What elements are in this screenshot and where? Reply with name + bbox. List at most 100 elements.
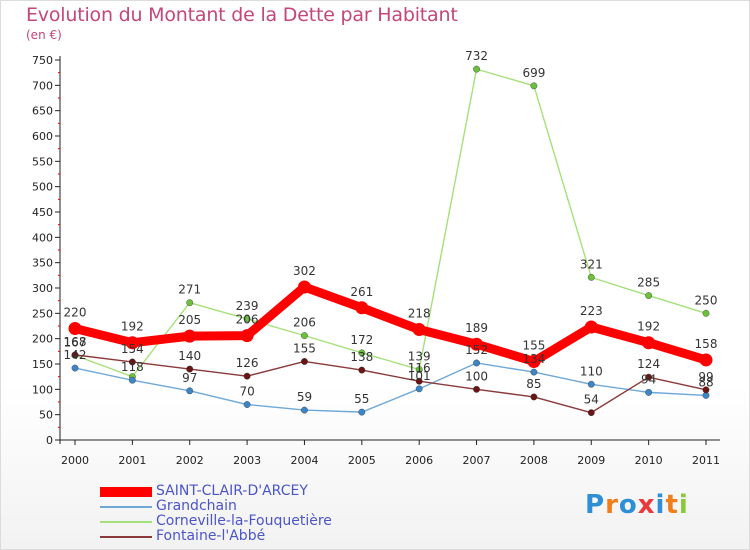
data-label: 140 [178, 349, 201, 363]
data-point [243, 372, 251, 380]
x-tick-label: 2007 [463, 454, 491, 467]
data-point [473, 65, 480, 73]
y-tick-label: 700 [32, 79, 53, 92]
data-label: 154 [121, 342, 144, 356]
series-line-2 [74, 68, 707, 378]
x-tick-label: 2009 [577, 454, 605, 467]
chart-title: Evolution du Montant de la Dette par Hab… [26, 4, 458, 26]
data-label: 205 [178, 313, 201, 327]
data-point [128, 358, 136, 366]
data-point [240, 329, 254, 343]
data-point [71, 364, 79, 372]
data-point [473, 385, 480, 393]
data-label: 99 [698, 370, 713, 384]
y-tick-label: 50 [39, 409, 53, 422]
data-label: 699 [522, 66, 545, 80]
x-tick-label: 2010 [635, 454, 663, 467]
data-label: 285 [637, 276, 660, 290]
data-label: 138 [350, 350, 373, 364]
data-label: 321 [580, 257, 603, 271]
data-label: 70 [239, 385, 254, 399]
logo-letter: t [665, 490, 679, 520]
y-tick-label: 250 [32, 307, 53, 320]
x-tick-label: 2002 [176, 454, 204, 467]
data-point [186, 365, 194, 373]
data-label: 94 [641, 372, 656, 386]
data-label: 239 [236, 299, 259, 313]
data-label: 142 [64, 348, 87, 362]
data-point [186, 299, 194, 307]
logo-letter: P [585, 490, 606, 520]
data-label: 261 [350, 285, 373, 299]
data-point [587, 409, 595, 417]
y-tick-label: 400 [32, 231, 53, 244]
data-label: 155 [293, 341, 316, 355]
y-tick-label: 200 [32, 333, 53, 346]
data-point [699, 353, 713, 367]
data-point [186, 387, 194, 395]
data-label: 55 [354, 392, 369, 406]
x-tick-label: 2011 [692, 454, 720, 467]
data-label: 118 [121, 360, 144, 374]
legend-swatch [100, 487, 152, 497]
data-label: 168 [64, 335, 87, 349]
data-point [358, 366, 366, 374]
data-label: 158 [695, 337, 718, 351]
data-point [645, 388, 653, 396]
y-tick-label: 450 [32, 206, 53, 219]
data-label: 206 [293, 316, 316, 330]
logo-letter: r [605, 490, 619, 520]
data-point [645, 373, 653, 381]
data-point [243, 315, 251, 323]
data-point [587, 380, 595, 388]
x-tick-label: 2006 [405, 454, 433, 467]
data-label: 218 [408, 307, 431, 321]
data-label: 116 [408, 361, 431, 375]
data-label: 54 [584, 393, 599, 407]
legend-swatch [100, 536, 152, 538]
y-tick-label: 550 [32, 155, 53, 168]
data-point [702, 309, 710, 317]
data-label: 155 [522, 338, 545, 352]
data-label: 192 [121, 320, 144, 334]
y-tick-label: 750 [32, 54, 53, 67]
data-point [71, 351, 79, 359]
data-label: 223 [580, 304, 603, 318]
logo-letter: i [655, 490, 666, 520]
data-label: 189 [465, 321, 488, 335]
data-point [128, 376, 136, 384]
y-tick-label: 100 [32, 383, 53, 396]
y-tick-label: 150 [32, 358, 53, 371]
data-point [530, 82, 538, 90]
series-line-0 [70, 282, 711, 366]
logo-letter: x [637, 490, 656, 520]
proxiti-logo: Proxiti [585, 490, 689, 520]
legend-label: Fontaine-l'Abbé [156, 528, 266, 544]
legend-label: Corneville-la-Fouquetière [156, 513, 332, 529]
data-point [473, 359, 480, 367]
chart-subtitle: (en €) [26, 28, 62, 42]
series-line-1 [74, 362, 707, 413]
data-label: 250 [695, 293, 718, 307]
data-point [645, 292, 653, 299]
data-label: 59 [297, 390, 312, 404]
data-point [587, 273, 595, 281]
data-label: 134 [522, 352, 545, 366]
data-point [415, 377, 423, 385]
data-label: 192 [637, 320, 660, 334]
data-label: 220 [64, 306, 87, 320]
legend-swatch [100, 506, 152, 508]
data-label: 206 [236, 313, 259, 327]
data-label: 97 [182, 371, 197, 385]
x-tick-label: 2008 [520, 454, 548, 467]
logo-letter: i [678, 490, 689, 520]
x-tick-label: 2004 [290, 454, 318, 467]
data-point [702, 386, 710, 394]
y-tick-label: 600 [32, 130, 53, 143]
legend-label: Grandchain [156, 498, 237, 514]
data-label: 126 [236, 356, 259, 370]
y-tick-label: 500 [32, 181, 53, 194]
data-point [68, 322, 82, 336]
